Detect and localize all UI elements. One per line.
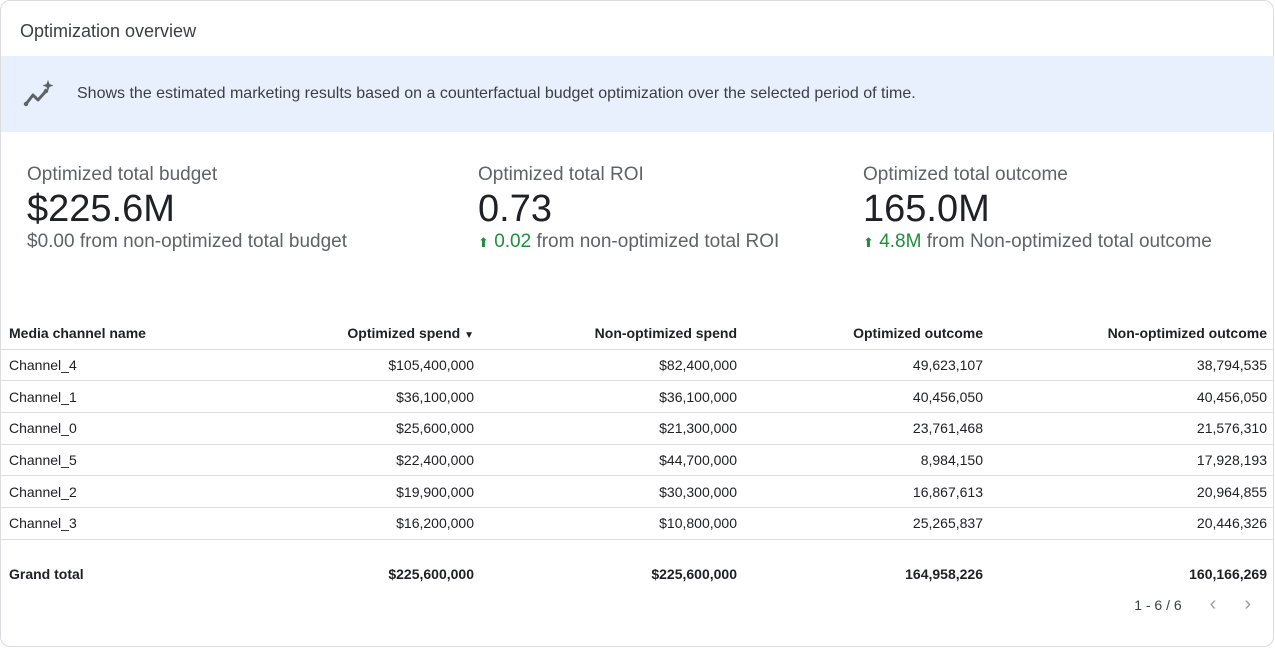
header-channel[interactable]: Media channel name — [9, 324, 146, 341]
table-cell: Channel_2 — [1, 475, 251, 508]
kpi-delta-value: 0.02 — [494, 231, 532, 252]
table-cell: 21,576,310 — [990, 411, 1274, 445]
table-row: Channel_3 $16,200,000 $10,800,000 25,265,83… — [1, 506, 1274, 540]
header-optimized-spend[interactable]: Optimized spend ▼ — [251, 317, 481, 349]
kpi-label: Optimized total budget — [27, 164, 218, 185]
header-optimized-outcome[interactable]: Optimized outcome — [853, 324, 983, 341]
table-row: Channel_4 $105,400,000 $82,400,000 49,623,1… — [1, 348, 1274, 381]
table-cell: 16,867,613 — [744, 475, 990, 508]
table-cell: $25,600,000 — [251, 411, 481, 445]
kpi-delta-value: 4.8M — [879, 231, 922, 252]
kpi-delta: $0.00 from non-optimized total budget — [27, 231, 348, 252]
table-cell: Grand total — [1, 538, 251, 609]
kpi-roi: Optimized total ROI 0.73 ⬆ 0.02 from non… — [478, 164, 779, 253]
kpi-label: Optimized total ROI — [478, 164, 644, 185]
kpi-value: 0.73 — [478, 188, 552, 230]
sort-desc-icon: ▼ — [464, 329, 474, 341]
table-cell: Channel_4 — [1, 348, 251, 381]
table-cell: 164,958,226 — [744, 538, 990, 609]
table-cell: 17,928,193 — [990, 443, 1274, 476]
kpi-delta: ⬆ 0.02 from non-optimized total ROI — [478, 231, 779, 253]
header-label: Optimized spend — [347, 324, 461, 341]
table-cell: Channel_0 — [1, 411, 251, 445]
table-cell: $16,200,000 — [251, 506, 481, 540]
info-banner: Shows the estimated marketing results ba… — [1, 56, 1274, 132]
table-cell: $225,600,000 — [251, 538, 481, 609]
table-cell: Channel_5 — [1, 443, 251, 476]
kpi-value: 165.0M — [863, 188, 990, 230]
kpi-label: Optimized total outcome — [863, 164, 1068, 185]
table-row: Channel_1 $36,100,000 $36,100,000 40,456,05… — [1, 380, 1274, 413]
table-cell: Channel_1 — [1, 380, 251, 413]
table-cell: Channel_3 — [1, 506, 251, 540]
table-cell: 8,984,150 — [744, 443, 990, 476]
header-non-optimized-outcome[interactable]: Non-optimized outcome — [1107, 324, 1267, 341]
table-row: Channel_2 $19,900,000 $30,300,000 16,867,61… — [1, 475, 1274, 508]
chevron-right-icon[interactable]: › — [1244, 593, 1251, 615]
kpi-delta-text: from non-optimized total ROI — [531, 231, 780, 252]
page-range: 1 - 6 / 6 — [1134, 596, 1182, 613]
pagination: 1 - 6 / 6 ‹ › — [1134, 593, 1251, 616]
grand-total-row: Grand total $225,600,000 $225,600,000 164,9… — [1, 538, 1274, 609]
table-cell: 40,456,050 — [990, 380, 1274, 413]
kpi-delta: ⬆ 4.8M from Non-optimized total outcome — [863, 231, 1212, 253]
table-cell: $21,300,000 — [481, 411, 744, 445]
table-cell: $30,300,000 — [481, 475, 744, 508]
table-cell: $22,400,000 — [251, 443, 481, 476]
table-cell: $10,800,000 — [481, 506, 744, 540]
header-non-optimized-spend[interactable]: Non-optimized spend — [594, 324, 737, 341]
arrow-up-icon: ⬆ — [478, 235, 489, 250]
kpi-budget: Optimized total budget $225.6M $0.00 fro… — [27, 164, 347, 253]
banner-text: Shows the estimated marketing results ba… — [77, 85, 916, 102]
table-cell: 23,761,468 — [744, 411, 990, 445]
table-row: Channel_0 $25,600,000 $21,300,000 23,761,46… — [1, 411, 1274, 445]
arrow-up-icon: ⬆ — [863, 235, 874, 250]
table-row: Channel_5 $22,400,000 $44,700,000 8,984,150… — [1, 443, 1274, 476]
optimization-table: Media channel name Optimized spend ▼ Non… — [1, 317, 1274, 609]
table-cell: 20,446,326 — [990, 506, 1274, 540]
trending-sparkle-icon — [23, 80, 54, 107]
kpi-delta-text: from Non-optimized total outcome — [921, 231, 1212, 252]
table-cell: $82,400,000 — [481, 348, 744, 381]
table-cell: $36,100,000 — [481, 380, 744, 413]
chevron-left-icon[interactable]: ‹ — [1209, 593, 1217, 615]
table-cell: $36,100,000 — [251, 380, 481, 413]
card-title: Optimization overview — [20, 21, 197, 41]
kpi-value: $225.6M — [27, 188, 175, 230]
table-cell: 49,623,107 — [744, 348, 990, 381]
table-cell: $105,400,000 — [251, 348, 481, 381]
table-cell: 38,794,535 — [990, 348, 1274, 381]
table-cell: 40,456,050 — [744, 380, 990, 413]
table-cell: $19,900,000 — [251, 475, 481, 508]
table-cell: 25,265,837 — [744, 506, 990, 540]
table-cell: $44,700,000 — [481, 443, 744, 476]
table-cell: $225,600,000 — [481, 538, 744, 609]
kpi-outcome: Optimized total outcome 165.0M ⬆ 4.8M fr… — [863, 164, 1212, 253]
table-cell: 20,964,855 — [990, 475, 1274, 508]
table-cell: 160,166,269 — [990, 538, 1274, 609]
